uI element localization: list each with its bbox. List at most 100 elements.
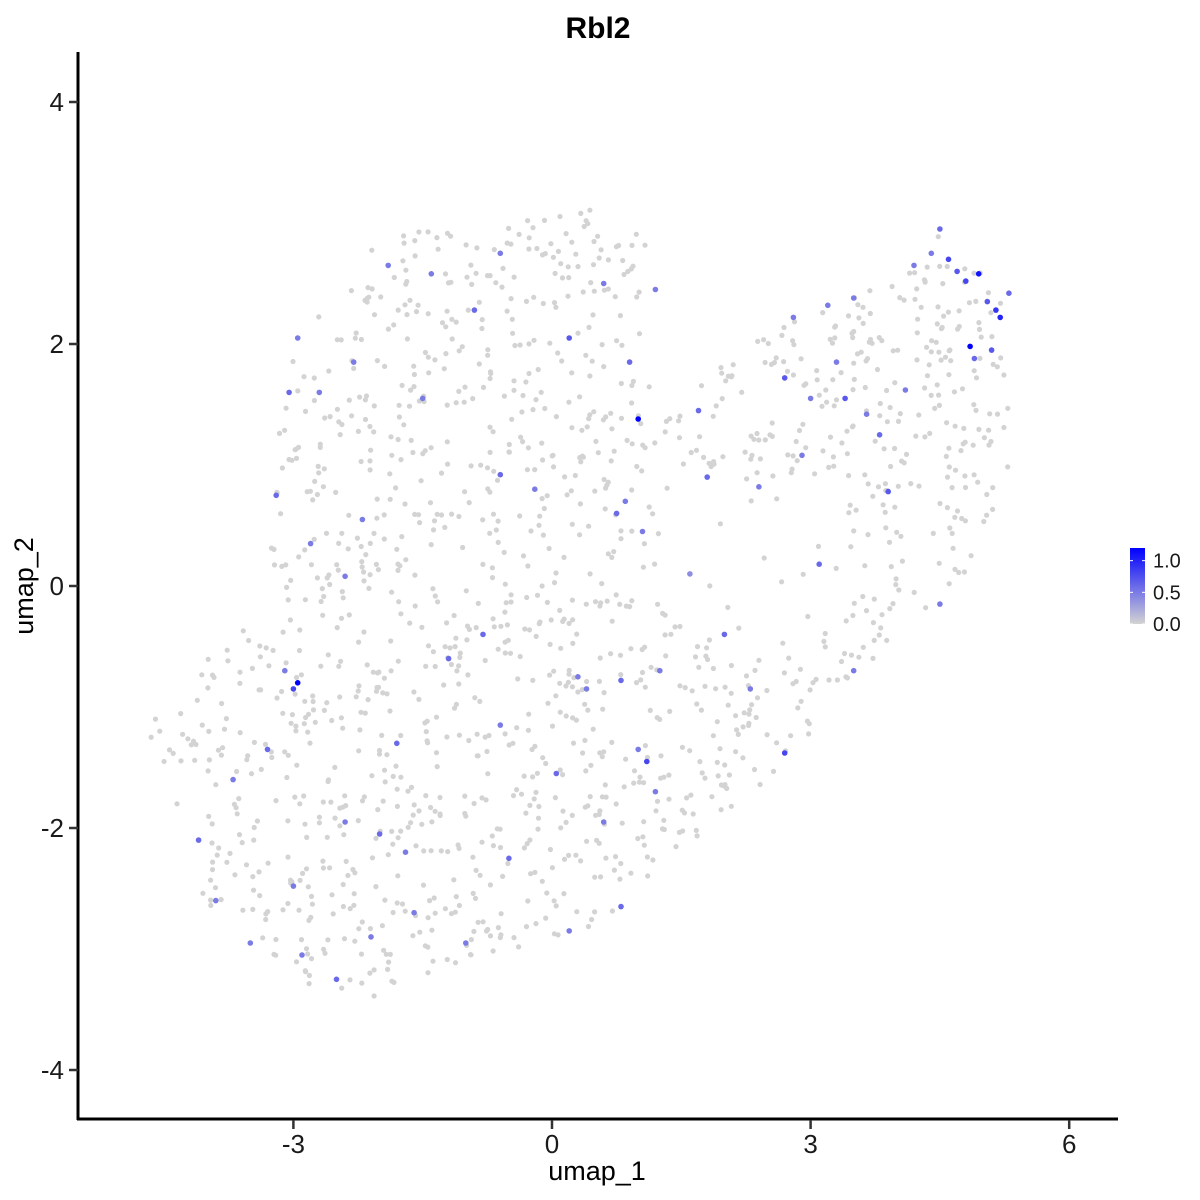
- cell-point: [609, 739, 615, 746]
- cell-point: [373, 688, 380, 694]
- cell-point: [420, 451, 426, 457]
- cell-point: [612, 854, 619, 860]
- cell-point: [524, 841, 530, 847]
- cell-point: [527, 802, 533, 809]
- cell-point: [952, 566, 958, 573]
- cell-point: [248, 771, 255, 777]
- cell-point: [404, 336, 410, 342]
- cell-point: [658, 775, 664, 781]
- cell-point: [470, 890, 476, 897]
- cell-point: [711, 459, 717, 465]
- cell-point: [718, 807, 724, 813]
- cell-point: [359, 564, 365, 570]
- cell-point: [489, 833, 495, 839]
- expressing-cell-point: [635, 416, 641, 422]
- cell-point: [449, 336, 455, 342]
- cell-point: [435, 246, 441, 252]
- cell-point: [493, 527, 499, 533]
- expressing-cell-point: [911, 262, 917, 269]
- cell-point: [946, 445, 952, 451]
- cell-point: [569, 597, 576, 603]
- cell-point: [545, 700, 551, 706]
- cell-point: [398, 774, 404, 780]
- cell-point: [547, 846, 554, 853]
- cell-point: [971, 472, 977, 478]
- cell-point: [609, 908, 616, 914]
- cell-point: [444, 308, 450, 314]
- cell-point: [330, 911, 336, 917]
- cell-point: [338, 658, 344, 664]
- cell-point: [575, 689, 581, 695]
- cell-point: [764, 687, 770, 694]
- cell-point: [387, 471, 393, 477]
- cell-point: [761, 555, 767, 561]
- expressing-cell-point: [993, 307, 999, 313]
- cell-point: [302, 547, 308, 553]
- cell-point: [882, 509, 888, 515]
- expressing-cell-point: [971, 355, 978, 362]
- cell-point: [205, 656, 211, 662]
- cell-point: [152, 716, 159, 722]
- cell-point: [371, 967, 377, 973]
- cell-point: [485, 486, 491, 492]
- cell-point: [465, 307, 471, 313]
- cell-point: [213, 782, 219, 788]
- cell-point: [812, 471, 818, 477]
- x-tick-label: 6: [1062, 1129, 1076, 1159]
- cell-point: [549, 723, 556, 729]
- cell-point: [907, 270, 913, 276]
- cell-point: [285, 818, 291, 824]
- cell-point: [464, 637, 470, 643]
- cell-point: [477, 698, 483, 705]
- cell-point: [646, 384, 652, 390]
- cell-point: [221, 726, 228, 732]
- cell-point: [351, 902, 357, 908]
- cell-point: [358, 458, 364, 465]
- cell-point: [407, 297, 413, 303]
- cell-point: [324, 575, 330, 581]
- cell-point: [373, 561, 379, 568]
- cell-point: [431, 895, 437, 901]
- cell-point: [508, 296, 514, 302]
- cell-point: [530, 774, 536, 780]
- cell-point: [864, 356, 871, 362]
- cell-point: [282, 427, 288, 433]
- cell-point: [517, 653, 523, 660]
- cell-point: [641, 780, 647, 786]
- cell-point: [875, 484, 882, 490]
- cell-point: [396, 402, 402, 408]
- cell-point: [956, 569, 962, 576]
- expressing-cell-point: [480, 631, 486, 638]
- cell-point: [443, 324, 449, 330]
- cell-point: [597, 655, 603, 661]
- cell-point: [480, 919, 486, 925]
- cell-point: [353, 330, 359, 336]
- expressing-cell-point: [1006, 290, 1012, 297]
- cell-point: [923, 605, 929, 611]
- cell-point: [853, 507, 859, 513]
- cell-point: [178, 758, 184, 764]
- cell-point: [558, 825, 564, 831]
- cell-point: [294, 762, 300, 768]
- cell-point: [850, 387, 856, 393]
- cell-point: [300, 870, 306, 877]
- cell-point: [633, 231, 639, 237]
- cell-point: [860, 593, 866, 600]
- cell-point: [865, 532, 871, 538]
- cell-point: [867, 288, 873, 294]
- cell-point: [375, 670, 381, 676]
- cell-point: [495, 925, 501, 931]
- cell-point: [558, 645, 564, 651]
- cell-point: [442, 906, 448, 912]
- cell-point: [329, 892, 335, 898]
- cell-point: [831, 463, 837, 469]
- cell-point: [539, 496, 545, 502]
- cell-point: [526, 235, 532, 241]
- cell-point: [257, 893, 263, 899]
- cell-point: [280, 710, 286, 716]
- cell-point: [863, 608, 870, 614]
- cell-point: [381, 767, 388, 773]
- cell-point: [850, 612, 856, 619]
- cell-point: [795, 705, 801, 711]
- cell-point: [410, 812, 416, 818]
